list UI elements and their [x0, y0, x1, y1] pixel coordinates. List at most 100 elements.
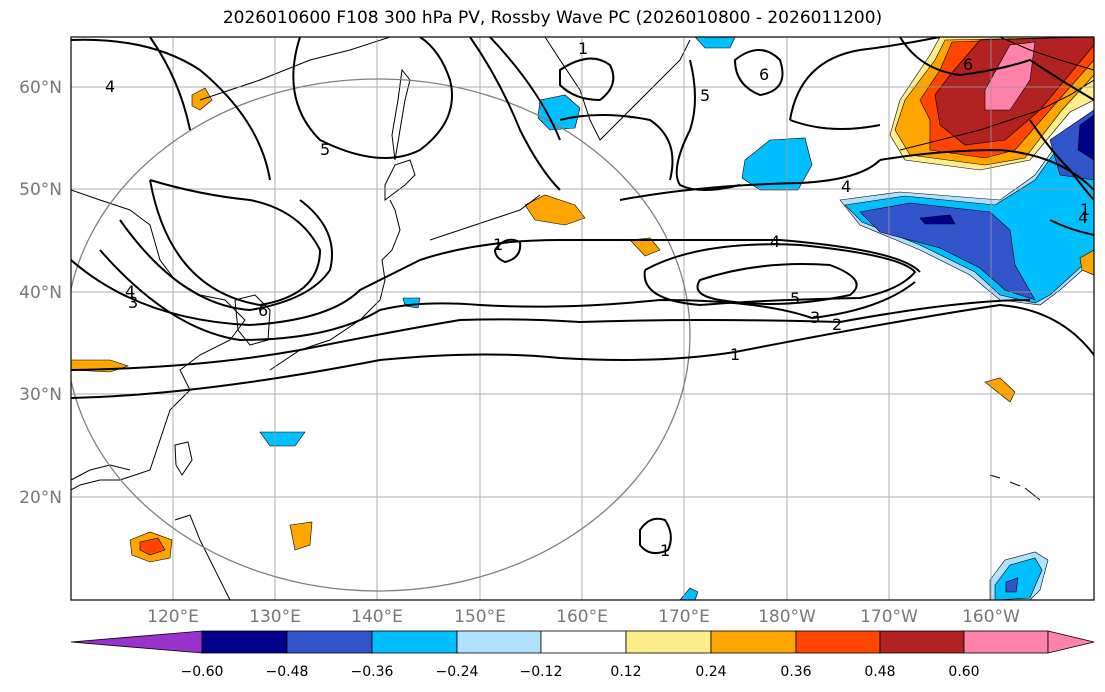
contour-label: 5 [790, 289, 800, 308]
negative-anomaly-south [259, 431, 306, 447]
y-tick-label: 30°N [19, 385, 62, 405]
contour-label: 1 [1080, 200, 1090, 219]
colorbar-segment [540, 630, 627, 654]
contour-label: 6 [258, 301, 268, 320]
reference-circle [71, 78, 691, 592]
y-tick-label: 60°N [19, 78, 62, 98]
contour-label: 4 [105, 77, 115, 96]
pv-contours [71, 37, 1094, 555]
x-tick-label: 160°E [556, 607, 608, 627]
positive-anomaly-5 [984, 377, 1016, 403]
contour-label: 1 [493, 235, 503, 254]
coastline-sakhalin [391, 68, 411, 161]
contour-4-far-east [1049, 219, 1094, 236]
coastline-china-south [71, 464, 131, 481]
y-axis-labels: 20°N 30°N 40°N 50°N 60°N [19, 78, 62, 508]
colorbar-label: −0.48 [266, 664, 309, 680]
x-tick-label: 140°E [351, 607, 403, 627]
contour-label: 1 [730, 345, 740, 364]
contour-label: 1 [578, 39, 588, 58]
colorbar-label: 0.48 [864, 664, 895, 680]
coastline-taiwan [174, 441, 193, 476]
x-tick-label: 130°E [249, 607, 301, 627]
colorbar-label: 0.24 [695, 664, 726, 680]
coastline-japan [269, 199, 401, 371]
contour-1-south [71, 303, 1094, 399]
negative-anomaly-core-navy [919, 214, 956, 225]
contour-label: 4 [125, 282, 135, 301]
contour-4-main [71, 239, 921, 327]
contour-label: 4 [1078, 208, 1088, 227]
colorbar-label: 0.12 [610, 664, 641, 680]
contour-label: 2 [832, 315, 842, 334]
coastline-asia [71, 189, 246, 491]
coastline-hokkaido [384, 159, 416, 201]
contour-1-se [639, 517, 672, 555]
x-tick-label: 170°W [860, 607, 918, 627]
colorbar-segment [201, 630, 288, 654]
contour-label: 3 [810, 308, 820, 327]
contour-3 [99, 249, 916, 342]
coastline-kuriles [429, 194, 541, 241]
positive-anomaly-2 [629, 237, 661, 257]
colorbar-segment [286, 630, 373, 654]
contour-5-nw [292, 37, 453, 159]
map-frame [70, 36, 1095, 601]
map-title: 2026010600 F108 300 hPa PV, Rossby Wave … [222, 8, 883, 28]
contour-1-north [559, 57, 615, 102]
coastline-aleutians [899, 79, 1094, 151]
colorbar [70, 630, 1095, 654]
contour-ne-2 [1029, 119, 1094, 201]
negative-anomaly-east-navy [1077, 114, 1094, 161]
contour-6-north [733, 49, 784, 97]
contour-4-east [643, 243, 917, 307]
contour-label: 3 [128, 293, 138, 312]
x-tick-label: 160°W [962, 607, 1020, 627]
negative-anomaly-top [694, 37, 736, 49]
contour-6 [149, 179, 322, 307]
contour-label: 4 [770, 232, 780, 251]
x-axis-labels: 120°E 130°E 140°E 150°E 160°E 170°E 180°… [147, 607, 1020, 627]
colorbar-segment [963, 630, 1049, 654]
contour-5-east [696, 263, 858, 305]
contour-2 [71, 299, 1031, 371]
negative-anomaly-east-japan [402, 297, 421, 309]
contour-5-north [559, 59, 741, 191]
contour-4-ne [789, 37, 941, 130]
x-tick-label: 170°E [658, 607, 710, 627]
positive-anomaly-7 [289, 521, 313, 551]
positive-anomaly-6 [1079, 249, 1094, 276]
contour-label: 6 [759, 65, 769, 84]
negative-anomaly-sakhalin [537, 94, 581, 131]
contour-5-main [119, 199, 333, 312]
colorbar-label: −0.24 [436, 664, 479, 680]
contour-label: 1 [660, 541, 670, 560]
y-tick-label: 20°N [19, 488, 62, 508]
negative-anomaly-bottom [679, 587, 699, 600]
colorbar-segment [456, 630, 542, 654]
contour-outer-nw [71, 37, 271, 181]
colorbar-segment [371, 630, 458, 654]
coastline-philippines [174, 514, 231, 600]
gridlines [71, 37, 1094, 600]
contour-labels: 4 1 5 6 1 5 4 6 4 5 3 2 1 1 4 3 6 1 4 [105, 39, 1090, 560]
colorbar-label: 0.36 [780, 664, 811, 680]
contour-north-mid [469, 37, 561, 191]
colorbar-arrow-right [1047, 630, 1095, 654]
x-tick-label: 150°E [454, 607, 506, 627]
contour-1-small [493, 238, 522, 264]
colorbar-segment [710, 630, 797, 654]
contour-label: 6 [963, 55, 973, 74]
y-tick-label: 50°N [19, 180, 62, 200]
colorbar-segment [795, 630, 881, 654]
contour-label: 5 [320, 140, 330, 159]
colorbar-segment [625, 630, 712, 654]
colorbar-segment [879, 630, 965, 654]
negative-anomaly-okhotsk [741, 137, 813, 191]
contour-6-ne [899, 37, 1094, 101]
x-tick-label: 180°W [758, 607, 816, 627]
colorbar-label: −0.12 [520, 664, 563, 680]
positive-anomaly-1 [524, 194, 586, 226]
contour-label: 5 [700, 86, 710, 105]
